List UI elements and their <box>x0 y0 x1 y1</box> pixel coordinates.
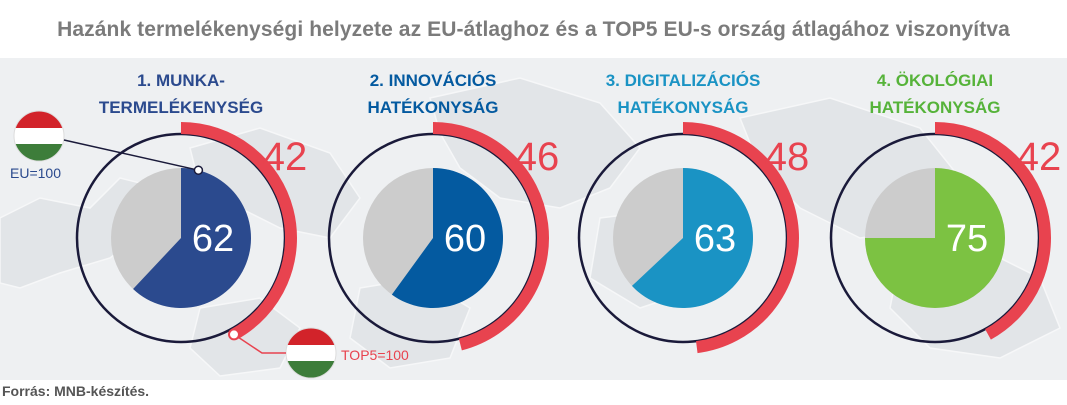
gauge-chart-2: 2. INNOVÁCIÓS HATÉKONYSÁG 60 46 <box>327 71 560 351</box>
top5-ring-arc <box>432 122 549 351</box>
top5-index-value: 46 <box>515 135 560 179</box>
top5-legend-label: TOP5=100 <box>341 347 409 363</box>
eu-legend-label: EU=100 <box>10 165 61 181</box>
category-title: 2. INNOVÁCIÓS HATÉKONYSÁG <box>368 71 499 117</box>
hungary-flag-icon <box>285 327 337 379</box>
top5-ring-arc <box>934 122 1051 340</box>
category-title-line: 2. INNOVÁCIÓS <box>370 71 497 90</box>
chart-title: Hazánk termelékenységi helyzete az EU-át… <box>57 18 1010 41</box>
category-title: 3. DIGITALIZÁCIÓS HATÉKONYSÁG <box>606 71 761 117</box>
top5-ring-arc <box>180 122 297 340</box>
eu-index-slice <box>631 168 753 308</box>
eu-index-value: 63 <box>694 218 736 260</box>
eu-index-slice <box>865 168 1005 308</box>
category-title-line: 1. MUNKA- <box>137 71 225 90</box>
top5-connector-dot <box>227 328 240 341</box>
top5-ring-arc <box>682 122 799 354</box>
gauge-chart-1: 1. MUNKA- TERMELÉKENYSÉG 62 42 <box>63 71 308 354</box>
eu-index-value: 75 <box>946 218 988 260</box>
top5-index-value: 42 <box>263 135 308 179</box>
category-title-line: HATÉKONYSÁG <box>618 98 749 117</box>
category-title-line: TERMELÉKENYSÉG <box>99 98 263 117</box>
eu-index-slice <box>133 168 251 308</box>
source-note: Forrás: MNB-készítés. <box>2 383 150 399</box>
category-title-line: 3. DIGITALIZÁCIÓS <box>606 71 761 90</box>
category-title: 1. MUNKA- TERMELÉKENYSÉG <box>99 71 263 117</box>
eu-connector-dot <box>193 165 204 175</box>
category-title-line: 4. ÖKOLÓGIAI <box>877 71 993 90</box>
hungary-flag-icon <box>13 110 65 162</box>
gauge-chart-4: 4. ÖKOLÓGIAI HATÉKONYSÁG 75 42 <box>829 71 1062 344</box>
category-title-line: HATÉKONYSÁG <box>870 98 1001 117</box>
eu-connector-line <box>63 139 199 171</box>
gauge-chart-3: 3. DIGITALIZÁCIÓS HATÉKONYSÁG 63 48 <box>577 71 810 354</box>
top5-connector-line <box>233 333 286 354</box>
top5-index-value: 42 <box>1017 135 1062 179</box>
eu-index-value: 62 <box>192 218 234 260</box>
category-title: 4. ÖKOLÓGIAI HATÉKONYSÁG <box>870 71 1001 117</box>
top5-index-value: 48 <box>765 135 810 179</box>
eu-index-slice <box>391 168 503 309</box>
eu-index-value: 60 <box>444 218 486 260</box>
category-title-line: HATÉKONYSÁG <box>368 98 499 117</box>
